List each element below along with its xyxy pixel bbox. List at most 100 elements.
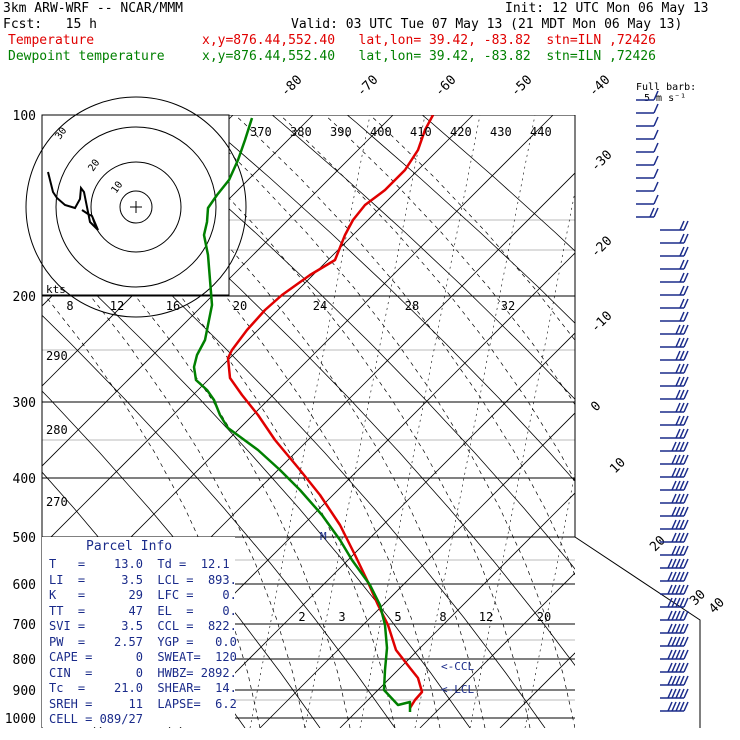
dry-adiabat-line <box>42 314 396 728</box>
dry-adiabat-line <box>42 242 471 728</box>
wind-barb <box>660 584 689 595</box>
wind-barb-flag <box>671 688 677 699</box>
wind-barb-flag <box>675 571 681 582</box>
wind-barb-flag <box>675 454 681 465</box>
wind-barb <box>636 168 659 179</box>
wind-barb <box>636 181 659 192</box>
isotherm-label: 0 <box>588 399 604 415</box>
parcel-info-row: T = 13.0 Td = 12.1 <box>49 557 230 571</box>
wind-barb-flag <box>679 623 685 634</box>
isotherm-line <box>580 115 740 728</box>
wind-barb-flag <box>683 337 689 348</box>
isotherm-line <box>419 572 575 728</box>
wind-barb <box>660 532 689 543</box>
parcel-info-row: SVI = 3.5 CCL = 822. <box>49 619 237 633</box>
mixing-ratio-label: 8 <box>66 299 73 313</box>
mixing-ratio-line <box>469 190 575 728</box>
barb-legend-line1: Full barb: <box>636 82 697 93</box>
wind-barb-flag <box>675 701 681 712</box>
wind-barb-flag <box>679 506 685 517</box>
mixing-ratio-label: 16 <box>166 299 180 313</box>
pressure-tick-label: 1000 <box>5 712 36 727</box>
dry-adiabat-line <box>196 115 575 482</box>
parcel-info-row: SREH = 11 LAPSE= 6.2 <box>49 696 237 711</box>
wind-barb-flag <box>675 441 681 452</box>
wind-barb-flag <box>679 350 685 361</box>
wind-barb-flag <box>675 649 681 660</box>
wind-barb-flag <box>675 558 681 569</box>
mixing-ratio-line <box>414 115 536 728</box>
wind-barb <box>660 571 689 582</box>
wind-barb-flag <box>683 545 689 556</box>
wind-barb-flag <box>683 480 689 491</box>
wind-barb-flag <box>683 675 689 686</box>
moist-adiabat-line <box>54 115 441 728</box>
wind-barb-flag <box>679 636 685 647</box>
parcel-info-row: CAPE = 0 SWEAT= 120 <box>49 650 237 664</box>
parcel-info-row: LI = 3.5 LCL = 893. <box>49 572 237 587</box>
wind-barb-flag <box>671 480 677 491</box>
wind-barb-flag <box>683 493 689 504</box>
dewpoint-profile <box>192 117 412 712</box>
temperature-legend-label: Temperature <box>8 33 95 48</box>
wind-barb-flag <box>683 688 689 699</box>
wind-barb <box>660 220 689 231</box>
wind-barb-flag <box>675 532 681 543</box>
model-title: 3km ARW-WRF -- NCAR/MMM <box>3 1 184 16</box>
wind-barb-flag <box>683 389 689 400</box>
wind-barb-flag <box>683 285 689 296</box>
moist-adiabat-line <box>279 115 575 482</box>
parcel-info-box: Parcel Info T = 13.0 Td = 12.1 LI = 3.5 L… <box>42 537 237 727</box>
valid-time: Valid: 03 UTC Tue 07 May 13 (21 MDT Mon … <box>291 17 683 32</box>
wind-barb-flag <box>671 532 677 543</box>
wind-barb-flag <box>679 246 685 257</box>
moist-adiabat-line <box>234 115 575 577</box>
hodo-kts-label: kts <box>46 283 66 296</box>
theta-label: 290 <box>46 349 68 363</box>
moist-adiabat-line <box>42 145 396 728</box>
isotherm-label: -80 <box>278 73 305 100</box>
moist-adiabat-line <box>42 238 306 728</box>
pressure-tick-label: 200 <box>13 290 36 305</box>
wind-barb <box>660 272 689 283</box>
wind-barb-flag <box>679 272 685 283</box>
plot-right-border-lower <box>574 536 701 728</box>
sounding-annotation: <-CCL <box>441 660 474 673</box>
wind-barb-flag <box>679 259 685 270</box>
wind-barb-flag <box>683 662 689 673</box>
wind-barb-flag <box>683 311 689 322</box>
wind-barb-flag <box>675 376 681 387</box>
wind-barb-flag <box>679 298 685 309</box>
wind-barb <box>636 142 659 153</box>
parcel-info-title: Parcel Info <box>86 539 173 554</box>
mixing-ratio-label: 32 <box>501 299 515 313</box>
mixing-ratio-label: 3 <box>338 610 345 624</box>
wind-barb <box>660 246 689 257</box>
hodo-ring-30 <box>55 126 217 288</box>
moist-adiabat-line <box>144 115 531 728</box>
wind-barb-flag <box>675 519 681 530</box>
wind-barb <box>660 376 689 387</box>
wind-barb-flag <box>653 142 659 153</box>
wind-barb-flag <box>679 467 685 478</box>
wind-barb <box>636 129 659 140</box>
wind-barb-flag <box>675 467 681 478</box>
wind-barb <box>660 233 689 244</box>
pressure-tick-label: 100 <box>13 109 36 124</box>
wind-barb-flag <box>667 662 673 673</box>
wind-barb-flag <box>683 584 689 595</box>
wind-barb-flag <box>675 662 681 673</box>
wind-barb-flag <box>683 363 689 374</box>
wind-barb-flag <box>683 428 689 439</box>
isotherm-label: -60 <box>432 73 459 100</box>
mixing-ratio-label: 20 <box>537 610 551 624</box>
wind-barb-flag <box>679 480 685 491</box>
wind-barb-flag <box>683 298 689 309</box>
wind-barb-flag <box>683 519 689 530</box>
isotherm-label: -20 <box>588 234 615 261</box>
wind-barb-flag <box>671 519 677 530</box>
wind-barb <box>660 558 689 569</box>
wind-barb-flag <box>679 649 685 660</box>
sounding-annotation: <-LCL <box>441 683 474 696</box>
